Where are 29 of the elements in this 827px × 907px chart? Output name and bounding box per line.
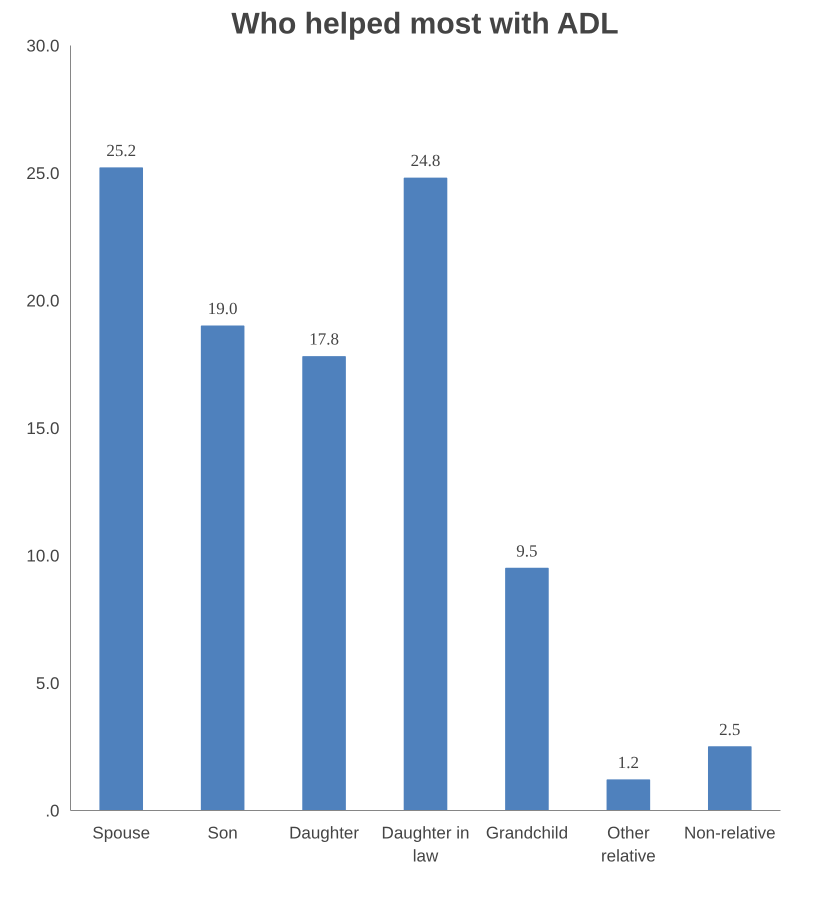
y-tick-label: 5.0 <box>36 674 60 693</box>
bar <box>708 746 752 810</box>
bar <box>505 568 549 810</box>
data-label: 2.5 <box>719 720 740 739</box>
x-tick-label: Non-relative <box>684 824 776 842</box>
bar <box>200 326 244 810</box>
x-tick-label: Grandchild <box>486 824 568 842</box>
data-label: 1.2 <box>618 752 639 772</box>
bar <box>302 356 346 810</box>
data-label: 24.8 <box>410 151 440 170</box>
x-tick-label: Other relative <box>600 824 656 866</box>
y-tick-label: 15.0 <box>26 419 60 438</box>
x-tick-label: Son <box>208 824 238 842</box>
y-tick-label: .0 <box>45 802 60 820</box>
y-tick-label: 20.0 <box>26 292 60 310</box>
x-tick-label: Daughter in law <box>382 824 470 866</box>
y-tick-label: 30.0 <box>26 36 60 56</box>
chart-title: Who helped most with ADL <box>231 8 619 40</box>
bar <box>99 167 144 810</box>
bar <box>404 178 448 810</box>
bar <box>606 779 650 810</box>
data-label: 9.5 <box>516 541 538 560</box>
y-tick-label: 10.0 <box>26 546 60 566</box>
data-label: 19.0 <box>208 299 238 318</box>
x-tick-label: Spouse <box>92 824 150 842</box>
x-tick-label: Daughter <box>289 824 360 842</box>
y-tick-label: 25.0 <box>26 164 60 183</box>
data-label: 25.2 <box>106 140 136 160</box>
data-label: 17.8 <box>309 330 339 349</box>
